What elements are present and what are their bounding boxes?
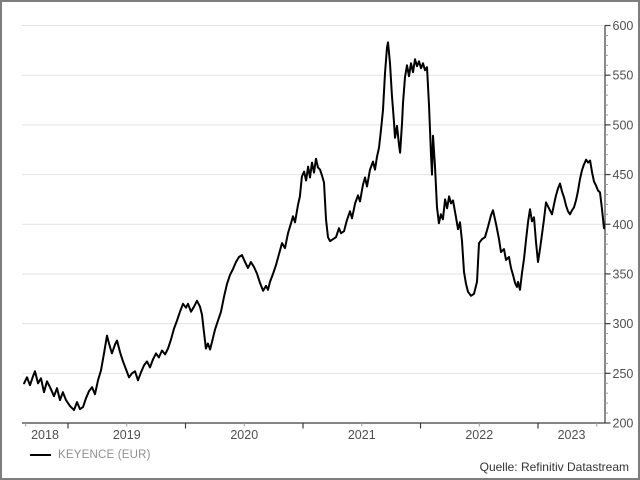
y-tick-label-300: 300 [613,317,634,331]
x-tick-label-2021: 2021 [348,428,376,442]
x-tick-label-2020: 2020 [230,428,258,442]
y-tick-label-550: 550 [613,69,634,83]
legend: KEYENCE (EUR) [30,449,151,461]
y-tick-label-250: 250 [613,367,634,381]
y-tick-label-400: 400 [613,218,634,232]
x-tick-label-2019: 2019 [113,428,141,442]
legend-line-swatch [30,454,51,456]
x-tick-label-2023: 2023 [558,428,586,442]
x-tick-label-2018: 2018 [31,428,59,442]
series-line-keyence [23,41,605,412]
y-tick-label-500: 500 [613,118,634,132]
y-tick-label-450: 450 [613,168,634,182]
y-tick-label-350: 350 [613,267,634,281]
x-tick-label-2022: 2022 [465,428,493,442]
legend-series-label: KEYENCE (EUR) [58,449,151,461]
y-tick-label-600: 600 [613,19,634,33]
source-credit: Quelle: Refinitiv Datastream [479,460,629,474]
y-tick-label-200: 200 [613,417,634,431]
